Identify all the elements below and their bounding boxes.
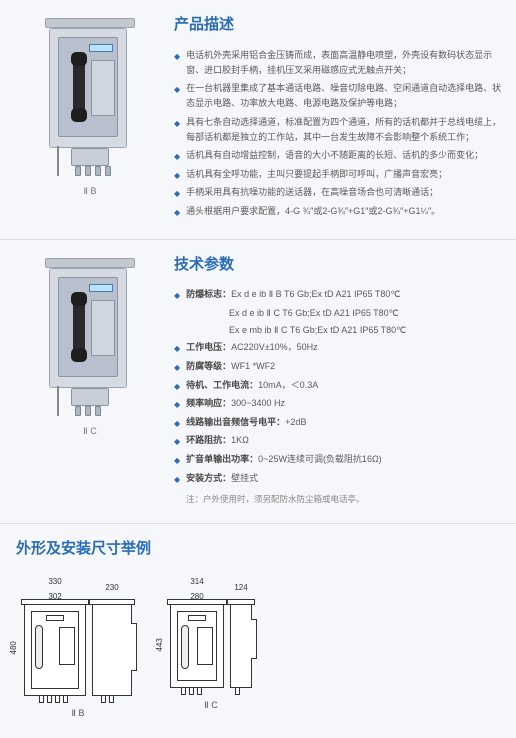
dim-b-h: 480 bbox=[7, 641, 21, 654]
spec-label: 扩音单输出功率： bbox=[186, 452, 258, 468]
bullet-item: ◆电话机外壳采用铝合金压铸而成，表面高温静电喷塑，外壳设有数码状态显示窗、进口胶… bbox=[174, 48, 502, 79]
diamond-icon: ◆ bbox=[174, 150, 180, 164]
spec-subline: Ex e mb ib Ⅱ C T6 Gb;Ex tD A21 IP65 T80℃ bbox=[229, 323, 502, 338]
diamond-icon: ◆ bbox=[174, 342, 180, 356]
bullet-item: ◆ 话机具有自动增益控制，语音的大小不随距离的长短、话机的多少而变化； bbox=[174, 148, 502, 164]
spec-label: 安装方式： bbox=[186, 471, 231, 487]
spec-label: 防腐等级： bbox=[186, 359, 231, 375]
dim-c-outer: 314 bbox=[170, 575, 224, 589]
dimensions-content: 外形及安装尺寸举例 330 302 bbox=[16, 536, 502, 722]
diagram-row: 330 302 480 bbox=[16, 575, 502, 721]
description-content: 产品描述 ◆电话机外壳采用铝合金压铸而成，表面高温静电喷塑，外壳设有数码状态显示… bbox=[174, 12, 502, 223]
page: Ⅱ B 产品描述 ◆电话机外壳采用铝合金压铸而成，表面高温静电喷塑，外壳设有数码… bbox=[0, 0, 516, 738]
diamond-icon: ◆ bbox=[174, 83, 180, 112]
diamond-icon: ◆ bbox=[174, 169, 180, 183]
heading-specs: 技术参数 bbox=[174, 252, 502, 278]
heading-description: 产品描述 bbox=[174, 12, 502, 38]
diamond-icon: ◆ bbox=[174, 435, 180, 449]
image-caption-b: Ⅱ B bbox=[84, 184, 97, 199]
diamond-icon: ◆ bbox=[174, 380, 180, 394]
bullet-item: ◆ 手柄采用具有抗噪功能的送话器，在高噪音场合也可清晰通话； bbox=[174, 185, 502, 201]
spec-item: ◆ 防腐等级：WF1 *WF2 bbox=[174, 359, 502, 375]
spec-item: ◆ 线路输出音频信号电平：+2dB bbox=[174, 415, 502, 431]
spec-value: 300~3400 Hz bbox=[231, 396, 285, 412]
spec-label: 工作电压： bbox=[186, 340, 231, 356]
dim-b-side-w: 230 bbox=[92, 581, 132, 595]
image-caption-c: Ⅱ C bbox=[83, 424, 96, 439]
diamond-icon: ◆ bbox=[174, 117, 180, 146]
bullet-text: 话机具有自动增益控制，语音的大小不随距离的长短、话机的多少而变化； bbox=[186, 148, 502, 164]
section-dimensions: 外形及安装尺寸举例 330 302 bbox=[0, 524, 516, 738]
bullet-item: ◆ 话机具有全呼功能，主叫只要提起手柄即可呼叫，广播声音宏亮； bbox=[174, 167, 502, 183]
section-tech-specs: Ⅱ C 技术参数 ◆ 防爆标志：Ex d e ib Ⅱ B T6 Gb;Ex tD… bbox=[0, 240, 516, 524]
spec-list: ◆ 防爆标志：Ex d e ib Ⅱ B T6 Gb;Ex tD A21 IP65… bbox=[174, 287, 502, 486]
diagram-group-b: 330 302 480 bbox=[24, 575, 132, 721]
spec-value: Ex d e ib Ⅱ B T6 Gb;Ex tD A21 IP65 T80℃ bbox=[231, 287, 400, 303]
bullet-text: 手柄采用具有抗噪功能的送话器，在高噪音场合也可清晰通话； bbox=[186, 185, 502, 201]
device-illustration-b bbox=[37, 18, 143, 178]
spec-value: 1KΩ bbox=[231, 433, 249, 449]
dim-c-h: 443 bbox=[153, 638, 167, 651]
spec-item: ◆ 安装方式：壁挂式 bbox=[174, 471, 502, 487]
section-product-description: Ⅱ B 产品描述 ◆电话机外壳采用铝合金压铸而成，表面高温静电喷塑，外壳设有数码… bbox=[0, 0, 516, 240]
diamond-icon: ◆ bbox=[174, 473, 180, 487]
bullet-item: ◆在一台机器里集成了基本通话电路、噪音切除电路、空闲通道自动选择电路、状态显示电… bbox=[174, 81, 502, 112]
dim-b-outer: 330 bbox=[24, 575, 86, 589]
spec-label: 防爆标志： bbox=[186, 287, 231, 303]
dim-spacer bbox=[6, 536, 16, 722]
bullet-text: 话机具有全呼功能，主叫只要提起手柄即可呼叫，广播声音宏亮； bbox=[186, 167, 502, 183]
bullet-text: 通头根据用户要求配置，4-G ¾″或2-G¾″+G1″或2-G¾″+G1¼″。 bbox=[186, 204, 502, 220]
bullet-text: 在一台机器里集成了基本通话电路、噪音切除电路、空闲通道自动选择电路、状态显示电路… bbox=[186, 81, 502, 112]
spec-label: 待机、工作电流： bbox=[186, 378, 258, 394]
diamond-icon: ◆ bbox=[174, 417, 180, 431]
spec-item: ◆ 待机、工作电流：10mA，＜0.3A bbox=[174, 378, 502, 394]
diamond-icon: ◆ bbox=[174, 187, 180, 201]
spec-value: 壁挂式 bbox=[231, 471, 258, 487]
spec-item: ◆ 防爆标志：Ex d e ib Ⅱ B T6 Gb;Ex tD A21 IP65… bbox=[174, 287, 502, 303]
spec-label: 环路阻抗： bbox=[186, 433, 231, 449]
bullet-text: 电话机外壳采用铝合金压铸而成，表面高温静电喷塑，外壳设有数码状态显示窗、进口胶封… bbox=[186, 48, 502, 79]
bullet-list: ◆电话机外壳采用铝合金压铸而成，表面高温静电喷塑，外壳设有数码状态显示窗、进口胶… bbox=[174, 48, 502, 220]
spec-item: ◆ 环路阻抗：1KΩ bbox=[174, 433, 502, 449]
bullet-item: ◆具有七条自动选择通道，标准配置为四个通道，所有的话机都并于总线电缆上，每部话机… bbox=[174, 115, 502, 146]
product-image-col-2: Ⅱ C bbox=[6, 252, 174, 507]
spec-item: ◆ 工作电压：AC220V±10%，50Hz bbox=[174, 340, 502, 356]
specs-content: 技术参数 ◆ 防爆标志：Ex d e ib Ⅱ B T6 Gb;Ex tD A21… bbox=[174, 252, 502, 507]
spec-value: 0~25W连续可调(负载阻抗16Ω) bbox=[258, 452, 382, 468]
spec-value: AC220V±10%，50Hz bbox=[231, 340, 318, 356]
spec-subline: Ex d e ib Ⅱ C T6 Gb;Ex tD A21 IP65 T80℃ bbox=[229, 306, 502, 321]
spec-note: 注：户外使用时，须另配防水防尘箱或电话亭。 bbox=[186, 492, 502, 506]
diagram-caption-b: Ⅱ B bbox=[72, 706, 85, 721]
diagram-c-side: 124 bbox=[230, 581, 252, 689]
bullet-item: ◆ 通头根据用户要求配置，4-G ¾″或2-G¾″+G1″或2-G¾″+G1¼″。 bbox=[174, 204, 502, 220]
spec-label: 频率响应： bbox=[186, 396, 231, 412]
diamond-icon: ◆ bbox=[174, 289, 180, 303]
diagram-group-c: 314 280 443 244 bbox=[170, 575, 252, 721]
spec-value: 10mA，＜0.3A bbox=[258, 378, 318, 394]
spec-value: +2dB bbox=[285, 415, 306, 431]
diamond-icon: ◆ bbox=[174, 454, 180, 468]
dim-c-side-w: 124 bbox=[230, 581, 252, 595]
diagram-caption-c: Ⅱ C bbox=[204, 698, 217, 713]
device-illustration-c bbox=[37, 258, 143, 418]
diagram-c-front: 314 280 443 244 bbox=[170, 575, 224, 688]
spec-item: ◆ 扩音单输出功率：0~25W连续可调(负载阻抗16Ω) bbox=[174, 452, 502, 468]
diamond-icon: ◆ bbox=[174, 361, 180, 375]
heading-dimensions: 外形及安装尺寸举例 bbox=[16, 536, 502, 562]
diagram-b-side: 230 bbox=[92, 581, 132, 697]
spec-item: ◆ 频率响应：300~3400 Hz bbox=[174, 396, 502, 412]
diagram-b-front: 330 302 480 bbox=[24, 575, 86, 696]
bullet-text: 具有七条自动选择通道，标准配置为四个通道，所有的话机都并于总线电缆上，每部话机都… bbox=[186, 115, 502, 146]
diamond-icon: ◆ bbox=[174, 398, 180, 412]
spec-value: WF1 *WF2 bbox=[231, 359, 275, 375]
product-image-col: Ⅱ B bbox=[6, 12, 174, 223]
diamond-icon: ◆ bbox=[174, 50, 180, 79]
spec-label: 线路输出音频信号电平： bbox=[186, 415, 285, 431]
diamond-icon: ◆ bbox=[174, 206, 180, 220]
